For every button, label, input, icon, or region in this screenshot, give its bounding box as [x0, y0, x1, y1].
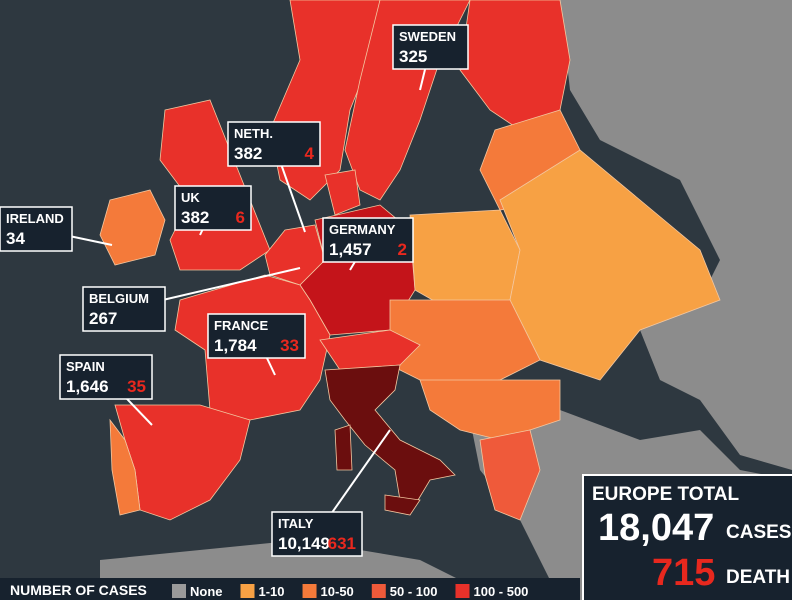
alps — [319, 329, 421, 371]
total-frame — [582, 474, 792, 600]
italy — [324, 364, 456, 506]
legend-label: 100 - 500 — [473, 584, 528, 599]
greece — [479, 429, 541, 521]
legend-label: None — [190, 584, 223, 599]
legend-swatch — [302, 584, 317, 598]
callout-box — [59, 354, 153, 400]
callout-country: IRELAND — [6, 211, 64, 226]
callout-deaths: 631 — [328, 534, 356, 553]
legend: NUMBER OF CASES None 1-10 10-50 50 - 100 100 … — [0, 578, 580, 600]
land-none — [560, 0, 792, 470]
callout-box — [271, 511, 363, 557]
callout-box — [174, 185, 252, 231]
callout-box — [207, 313, 306, 359]
total-deaths: 715 — [652, 552, 715, 594]
callout-cases: 1,784 — [214, 336, 257, 355]
callout-country: NETH. — [234, 126, 273, 141]
east — [499, 149, 721, 381]
legend-swatch — [172, 584, 186, 598]
callout-cases: 267 — [89, 309, 117, 328]
callout-country: BELGIUM — [89, 291, 149, 306]
total-cases: 18,047 — [598, 507, 714, 549]
callout-cases: 10,149 — [278, 534, 330, 553]
legend-swatch — [455, 584, 470, 598]
callout-deaths: 35 — [127, 377, 146, 396]
callout-country: ITALY — [278, 516, 314, 531]
callout-box — [0, 206, 73, 252]
callout-cases: 382 — [234, 144, 262, 163]
callout-country: SWEDEN — [399, 29, 456, 44]
callout-box — [322, 217, 414, 263]
callout-country: SPAIN — [66, 359, 105, 374]
callout-deaths: 4 — [305, 144, 315, 163]
callout-cases: 382 — [181, 208, 209, 227]
total-deaths-label: DEATH — [726, 567, 790, 588]
legend-title: NUMBER OF CASES — [10, 582, 147, 598]
poland — [409, 209, 521, 311]
total-cases-label: CASES — [726, 522, 791, 543]
callout-country: FRANCE — [214, 318, 268, 333]
callout-deaths: 6 — [236, 208, 245, 227]
portugal — [109, 418, 141, 516]
callout-deaths: 33 — [280, 336, 299, 355]
legend-label: 50 - 100 — [390, 584, 438, 599]
denmark — [324, 169, 361, 216]
callout-cases: 1,646 — [66, 377, 109, 396]
callout-box — [227, 121, 321, 167]
legend-swatch — [240, 584, 255, 598]
legend-bar — [0, 578, 580, 600]
callout-deaths: 2 — [398, 240, 407, 259]
callout-box — [392, 24, 469, 70]
callout-country: GERMANY — [329, 222, 396, 237]
callout-cases: 1,457 — [329, 240, 372, 259]
total-title: EUROPE TOTAL — [592, 484, 739, 505]
sicily — [384, 494, 421, 516]
legend-swatch — [371, 584, 386, 598]
callouts: SWEDEN 325 NETH. 382 4 UK 382 6 IRELAND 34 GERMANY… — [0, 24, 469, 557]
legend-label: 10-50 — [321, 584, 354, 599]
sardinia — [334, 424, 353, 471]
legend-label: 1-10 — [259, 584, 285, 599]
callout-cases: 34 — [6, 229, 25, 248]
callout-box — [82, 286, 166, 332]
callout-cases: 325 — [399, 47, 427, 66]
callout-country: UK — [181, 190, 200, 205]
ireland — [99, 189, 166, 266]
